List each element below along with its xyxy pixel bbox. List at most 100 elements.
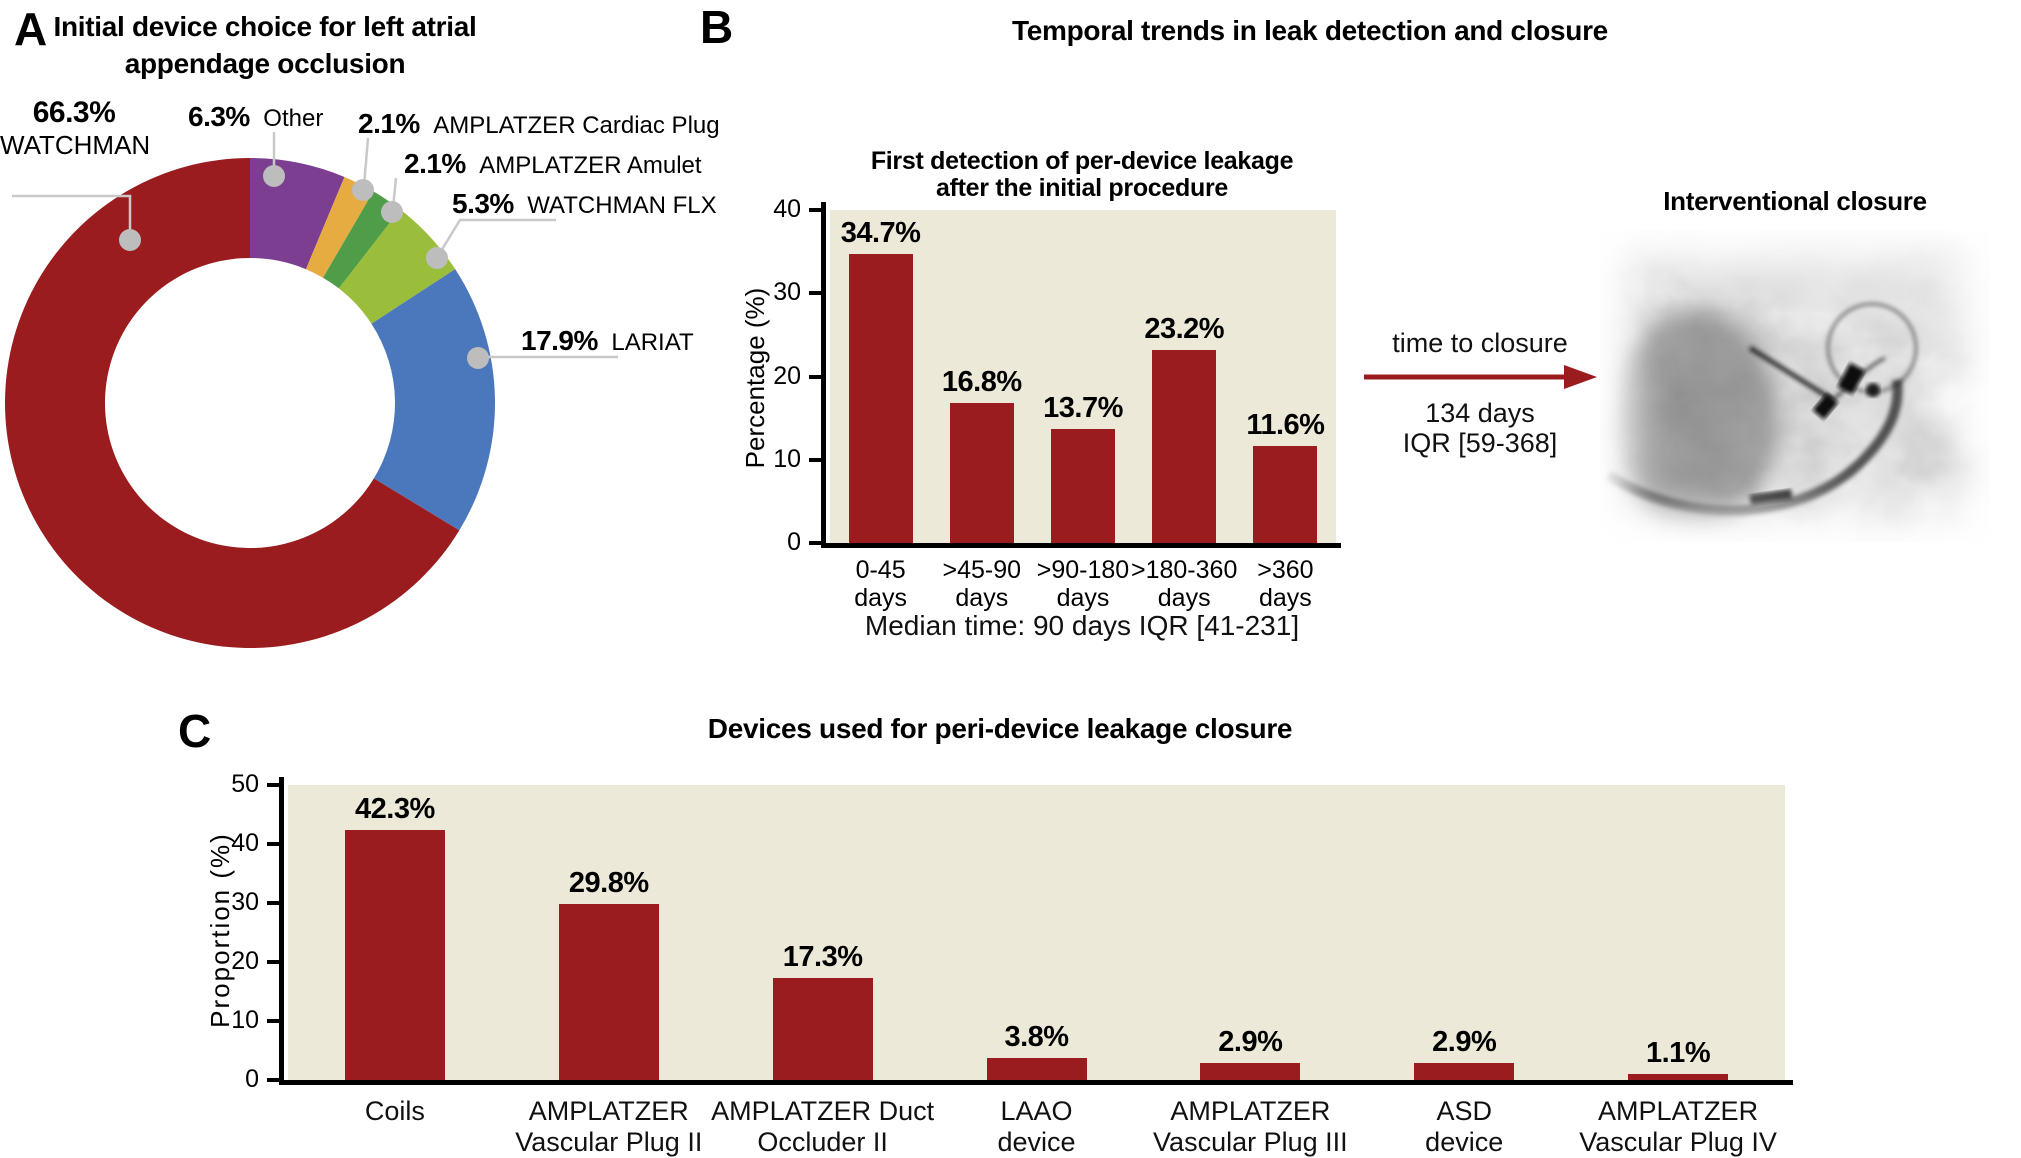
panel-c-y-axis-label: Proportion (%) (205, 832, 235, 1028)
closure-devices-x-tick-line: AMPLATZER Duct (711, 1096, 935, 1126)
donut-callout-other: 6.3% Other (188, 101, 323, 133)
closure-devices-y-tick-label-50: 50 (231, 770, 259, 798)
leader-line-cardiac-plug (362, 137, 370, 187)
closure-devices-x-tick-line: LAAO (1000, 1096, 1073, 1126)
closure-devices-x-tick-line: ASD (1436, 1096, 1492, 1126)
closure-devices-y-tickmark-40 (267, 842, 280, 846)
leak-detection-x-tick-1: >45-90 days (922, 556, 1042, 612)
arrow-head (1564, 365, 1597, 389)
closure-devices-y-tickmark-50 (267, 783, 280, 787)
leak-detection-x-tick-line: days (1056, 584, 1110, 612)
donut-slice-watchman (4, 158, 460, 648)
leak-detection-x-tick-line: >45-90 (942, 556, 1022, 584)
leak-detection-bar-1 (949, 403, 1014, 543)
panel-c-title: Devices used for peri-device leakage clo… (707, 713, 1293, 744)
fluoroscopy-image (1600, 230, 2000, 542)
donut-callout-watchman-flx: 5.3% WATCHMAN FLX (452, 188, 717, 220)
leak-detection-y-tickmark-30 (809, 291, 822, 296)
donut-slice-lariat (371, 269, 495, 531)
time-to-closure-days: 134 days (1425, 398, 1535, 428)
closure-devices-bar-value-3: 3.8% (1004, 1020, 1069, 1053)
closure-devices-x-tick-line: AMPLATZER (1598, 1096, 1759, 1126)
leak-detection-bar-4 (1253, 446, 1318, 543)
leak-detection-bar-value-1: 16.8% (941, 366, 1022, 399)
leak-detection-bar-value-4: 11.6% (1246, 409, 1325, 442)
xray-highlight-top (1680, 235, 1920, 305)
closure-devices-x-tick-line: AMPLATZER (528, 1096, 689, 1126)
closure-devices-bar-6 (1628, 1073, 1729, 1080)
closure-devices-bar-4 (1200, 1062, 1301, 1080)
xray-shadow-blob (1610, 310, 1780, 530)
closure-devices-bar-2 (772, 977, 873, 1080)
donut-callout-cardiac-plug: 2.1% AMPLATZER Cardiac Plug (358, 108, 720, 140)
leak-detection-y-tickmark-0 (809, 541, 822, 545)
leader-line-watchman (12, 194, 132, 240)
closure-devices-x-tick-0: Coils (280, 1096, 510, 1127)
closure-devices-x-tick-line: Vascular Plug II (515, 1127, 703, 1157)
closure-devices-y-tick-label-10: 10 (231, 1006, 259, 1034)
donut-callout-lariat: 17.9% LARIAT (521, 325, 694, 357)
leak-detection-x-tick-line: days (1157, 584, 1211, 612)
leak-detection-x-tick-line: >180-360 (1131, 556, 1238, 584)
xray-highlight-blob (1860, 255, 2000, 345)
leak-detection-y-tickmark-40 (809, 208, 822, 212)
donut-slice-amplatzer-amulet (323, 191, 401, 289)
xray-needle (1748, 345, 1835, 403)
closure-devices-x-tick-line: device (1425, 1127, 1504, 1157)
leak-detection-bar-2 (1051, 428, 1115, 543)
donut-callout-other-pct: 6.3% (188, 101, 250, 132)
closure-devices-x-tick-line: Vascular Plug III (1153, 1127, 1348, 1157)
leak-detection-x-tick-2: >90-180 days (1023, 556, 1143, 612)
closure-devices-bar-value-1: 29.8% (568, 867, 649, 900)
closure-devices-bar-value-2: 17.3% (782, 940, 863, 973)
leak-detection-bar-value-2: 13.7% (1043, 391, 1123, 424)
closure-devices-x-tick-2: AMPLATZER Duct Occluder II (708, 1096, 938, 1158)
donut-callout-other-name: Other (263, 105, 324, 132)
panel-c-x-axis (279, 1080, 1793, 1085)
closure-devices-x-tick-line: device (997, 1127, 1076, 1157)
closure-devices-bar-value-6: 1.1% (1646, 1036, 1711, 1069)
panel-b-chart-title: First detection of per-device leakage af… (782, 148, 1382, 202)
donut-callout-watchman-flx-name: WATCHMAN FLX (527, 192, 717, 219)
leak-detection-bar-0 (848, 254, 913, 543)
xray-device-marker-3 (1866, 383, 1880, 397)
panel-b-letter: B (700, 1, 733, 53)
leak-detection-x-tick-4: >360 days (1225, 556, 1345, 612)
donut-callout-watchman-flx-pct: 5.3% (452, 188, 514, 219)
xray-catheter-band (1749, 489, 1793, 506)
closure-devices-x-tick-line: Vascular Plug IV (1579, 1127, 1777, 1157)
donut-callout-watchman-pct: 66.3% (32, 96, 116, 129)
donut-callout-cardiac-plug-name: AMPLATZER Cardiac Plug (433, 112, 720, 139)
donut-callout-lariat-pct: 17.9% (521, 325, 598, 356)
panel-b-title: Temporal trends in leak detection and cl… (1012, 15, 1608, 46)
closure-devices-bar-1 (558, 904, 659, 1080)
panel-c-letter: C (178, 705, 211, 757)
closure-devices-y-tickmark-10 (267, 1019, 280, 1023)
xray-device-loop (1826, 302, 1918, 394)
donut-slice-watchman-flx (338, 209, 456, 324)
leak-detection-y-tick-label-10: 10 (773, 444, 801, 473)
panel-b-x-axis (821, 543, 1341, 548)
closure-devices-x-tick-line: Coils (364, 1096, 425, 1126)
leak-detection-y-tickmark-20 (809, 374, 822, 379)
leak-detection-y-tick-label-40: 40 (773, 195, 801, 223)
leak-detection-x-tick-line: days (854, 584, 907, 612)
fluoroscopy-graphic (1600, 230, 2000, 542)
donut-callout-watchman-name: WATCHMAN (0, 130, 151, 160)
xray-device-marker-2 (1812, 393, 1839, 420)
xray-wire (1831, 356, 1886, 402)
panel-b-median-note: Median time: 90 days IQR [41-231] (864, 610, 1300, 641)
closure-devices-x-tick-1: AMPLATZER Vascular Plug II (494, 1096, 724, 1158)
leak-detection-bar-3 (1152, 349, 1217, 543)
panel-b-chart-title-line1: First detection of per-device leakage (870, 147, 1294, 175)
donut-callout-amulet: 2.1% AMPLATZER Amulet (404, 148, 702, 180)
leak-detection-y-tick-label-20: 20 (773, 361, 801, 390)
leak-detection-y-tickmark-10 (809, 457, 822, 462)
closure-devices-bar-3 (986, 1057, 1087, 1080)
closure-devices-bar-value-0: 42.3% (355, 793, 435, 826)
leak-detection-y-tick-label-30: 30 (773, 278, 801, 307)
closure-devices-y-tickmark-30 (267, 901, 280, 905)
leader-dot-other (263, 165, 285, 187)
